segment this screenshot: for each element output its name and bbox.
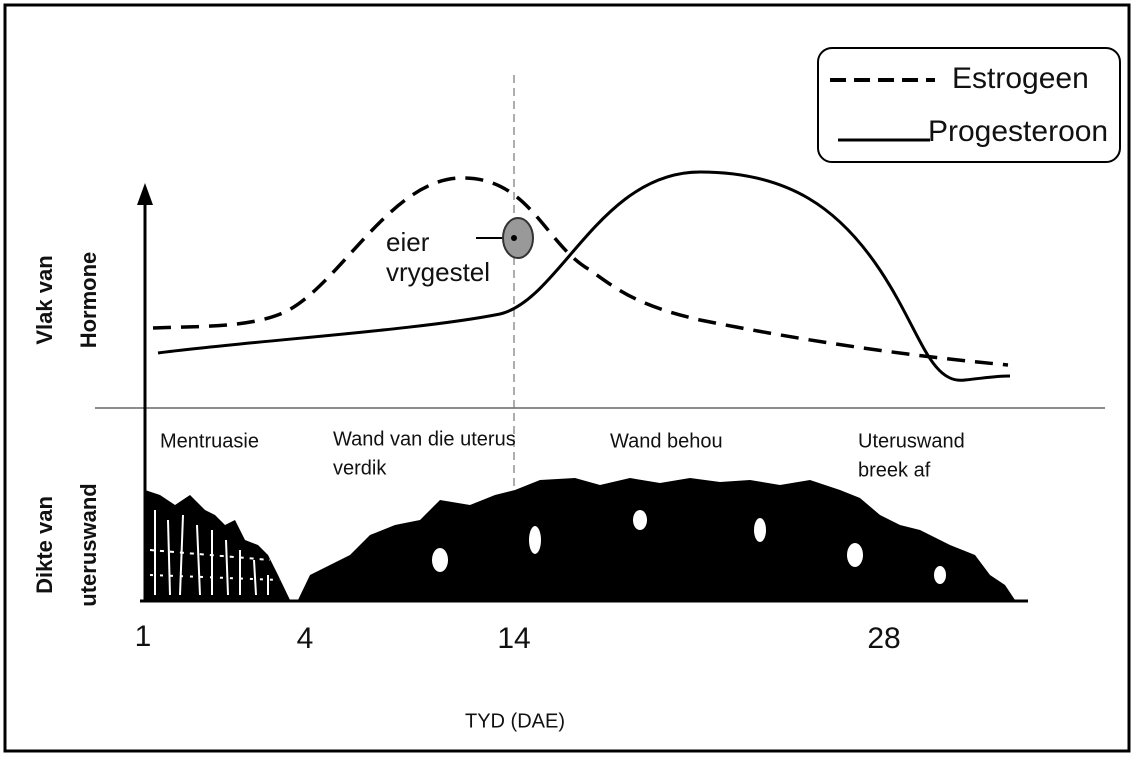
phase-label: Uteruswand <box>858 430 965 452</box>
phase-label: verdik <box>333 457 387 479</box>
egg <box>503 218 533 258</box>
y-label: Dikte van <box>32 496 57 594</box>
annotation: eier <box>386 227 430 257</box>
phase-label: breek af <box>858 459 931 481</box>
legend-label: Progesteroon <box>928 115 1108 148</box>
legend-label: Estrogeen <box>952 62 1089 95</box>
phase-label: Mentruasie <box>160 430 259 452</box>
y-label: Vlak van <box>32 255 57 344</box>
x-tick-label: 1 <box>135 620 152 653</box>
x-tick-label: 28 <box>867 622 900 655</box>
diagram: Estrogeen Progesteroon eier vrygestel Vl… <box>0 0 1136 758</box>
y-label: Hormone <box>76 252 101 349</box>
x-label: TYD (DAE) <box>465 710 565 732</box>
phase-label: Wand behou <box>610 430 723 452</box>
egg-dot <box>511 235 517 241</box>
x-tick-label: 4 <box>297 622 314 655</box>
phase-label: Wand van die uterus <box>333 428 516 450</box>
annotation: vrygestel <box>386 257 490 287</box>
x-tick-label: 14 <box>497 622 530 655</box>
y-label: uteruswand <box>76 483 101 606</box>
